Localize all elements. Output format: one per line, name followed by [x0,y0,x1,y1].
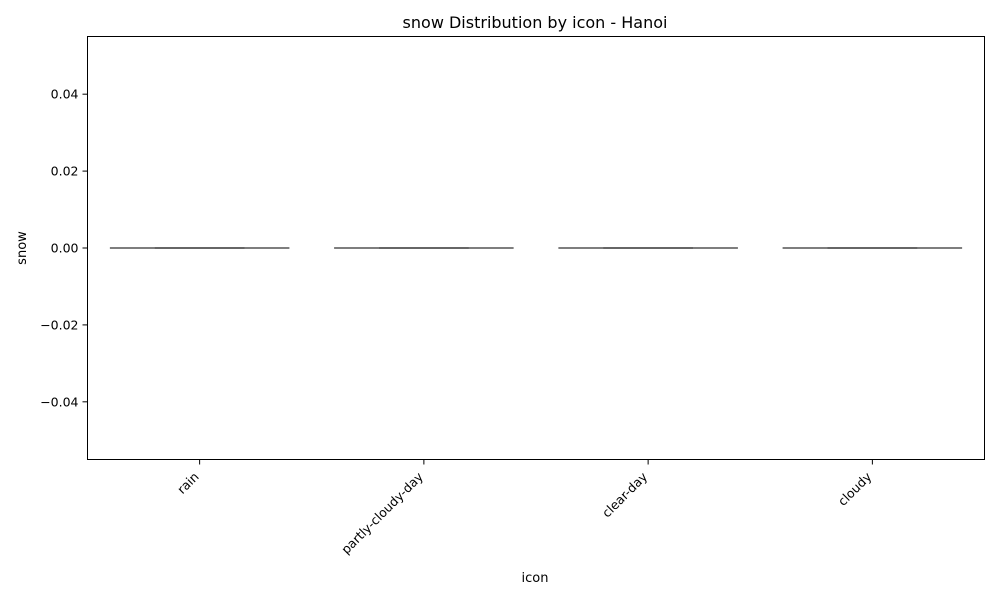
y-axis-label: snow [15,231,30,265]
x-tick-label: cloudy [835,469,875,509]
y-tick-label: −0.02 [40,317,78,332]
x-tick-label: clear-day [599,469,651,521]
y-tick-label: −0.04 [40,394,78,409]
x-axis-label: icon [522,571,549,586]
x-tick-label: partly-cloudy-day [338,469,426,557]
y-tick-label: 0.00 [51,241,79,256]
plot-area: 0.04 0.02 0.00 −0.02 −0.04 rain partly-cloudy-… [40,87,963,557]
x-tick-label: rain [174,469,202,497]
chart-title: snow Distribution by icon - Hanoi [403,13,668,32]
y-tick-label: 0.02 [51,164,79,179]
y-tick-label: 0.04 [51,87,79,102]
plot-frame [87,36,985,460]
